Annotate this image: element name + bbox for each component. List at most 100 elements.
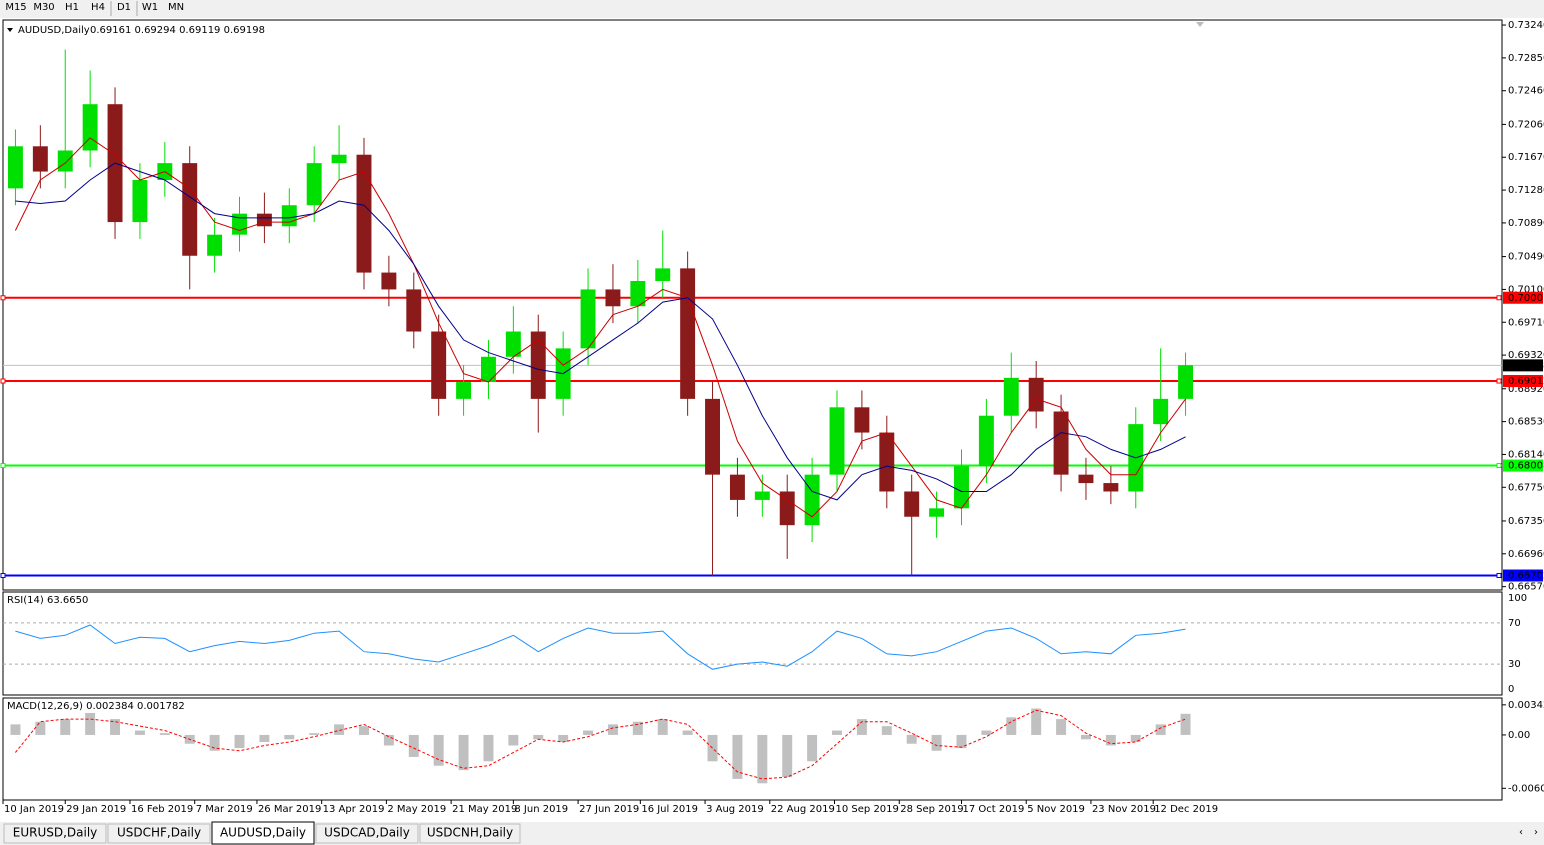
macd-bar [707,734,718,762]
level-label-box [1503,375,1543,388]
macd-bar [1056,719,1067,735]
candle-body [680,268,696,399]
level-handle[interactable] [0,573,6,579]
level-handle[interactable] [1496,295,1502,301]
macd-bar [657,719,668,735]
level-label: 0.66702 [1508,571,1544,582]
moving-average [15,162,1186,501]
candle-body [605,289,621,307]
macd-bar [284,734,295,740]
macd-bar [632,721,643,735]
chart-tab[interactable] [315,823,419,844]
level-handle[interactable] [1496,573,1502,579]
macd-bar [807,734,818,762]
macd-bar [408,734,419,757]
candle-body [132,179,148,223]
candle-body [829,407,845,475]
macd-bar [433,734,444,766]
y-tick-label: -0.006069 [1508,783,1544,794]
moving-average [14,137,1187,518]
candle-body [456,382,472,399]
level-label: 0.69198 [1508,360,1544,371]
candle-body [431,331,447,399]
chart-tab-label[interactable]: AUDUSD,Daily [220,826,306,840]
level-label: 0.70001 [1508,293,1544,304]
timeframe-button[interactable]: H1 [65,2,79,13]
price-panel [2,19,1503,591]
macd-bar [1080,734,1091,740]
level-handle[interactable] [1496,463,1502,469]
level-handle[interactable] [1496,378,1502,384]
candle-body [779,491,795,526]
macd-bar [607,724,618,735]
macd-bar [334,724,345,735]
macd-bar [931,734,942,751]
macd-bar [956,734,967,749]
ohlc-info: 0.69161 0.69294 0.69119 0.69198 [90,25,265,36]
candle-body [854,407,870,433]
x-tick-label: 12 Dec 2019 [1154,804,1218,815]
toolbar [0,0,1544,18]
timeframe-button[interactable]: W1 [142,2,158,13]
macd-bar [60,719,71,735]
candle-body [57,150,73,172]
candle-body [1053,411,1069,475]
chart-tab[interactable] [211,821,315,845]
macd-bar [159,733,170,735]
level-handle[interactable] [0,463,6,469]
candle-body [754,491,770,500]
timeframe-button[interactable]: MN [168,2,184,13]
y-tick-label: 0 [1508,684,1514,695]
level-handle[interactable] [0,295,6,301]
level-label: 0.68008 [1508,461,1544,472]
rsi-title: RSI(14) 63.6650 [7,595,88,606]
timeframe-button[interactable]: D1 [117,2,131,13]
y-tick-label: 100 [1508,593,1527,604]
macd-bar [1180,713,1191,735]
candle-body [7,146,23,189]
macd-bar [981,730,992,735]
macd-bar [483,734,494,762]
candle-body [530,331,546,399]
rsi-line [15,624,1186,670]
x-tick-label: 16 Feb 2019 [131,804,193,815]
candle-body [1103,483,1119,492]
chart-tab-label[interactable]: EURUSD,Daily [13,826,98,840]
candle-body [1178,365,1194,399]
level-label-box [1503,291,1543,304]
timeframe-button[interactable]: H4 [91,2,105,13]
level-handle[interactable] [0,378,6,384]
chart-tab-label[interactable]: USDCNH,Daily [427,826,513,840]
scroll-right[interactable]: › [1534,827,1538,838]
x-tick-label: 13 Apr 2019 [323,804,385,815]
chart-tab[interactable] [107,823,211,844]
x-tick-label: 23 Nov 2019 [1092,804,1156,815]
timeframe-button[interactable]: M30 [33,2,54,13]
chart-tab[interactable] [419,823,521,844]
chart-tab-label[interactable]: USDCAD,Daily [324,826,410,840]
collapse-icon [7,28,13,32]
candle-body [929,508,945,517]
chart-tab-label[interactable]: USDCHF,Daily [117,826,201,840]
candle-body [655,268,671,282]
x-tick-label: 28 Sep 2019 [900,804,963,815]
y-tick-label: 0.00 [1508,730,1530,741]
macd-bar [209,734,220,751]
x-tick-label: 27 Jun 2019 [579,804,639,815]
timeframe-button[interactable]: M15 [5,2,26,13]
scroll-left[interactable]: ‹ [1519,827,1523,838]
candle-body [1003,377,1019,416]
chart-tab[interactable] [3,823,107,844]
candle-body [281,205,297,227]
candle-body [1078,474,1094,484]
macd-bar [832,730,842,735]
macd-bar [35,721,46,735]
macd-bar [309,733,320,735]
